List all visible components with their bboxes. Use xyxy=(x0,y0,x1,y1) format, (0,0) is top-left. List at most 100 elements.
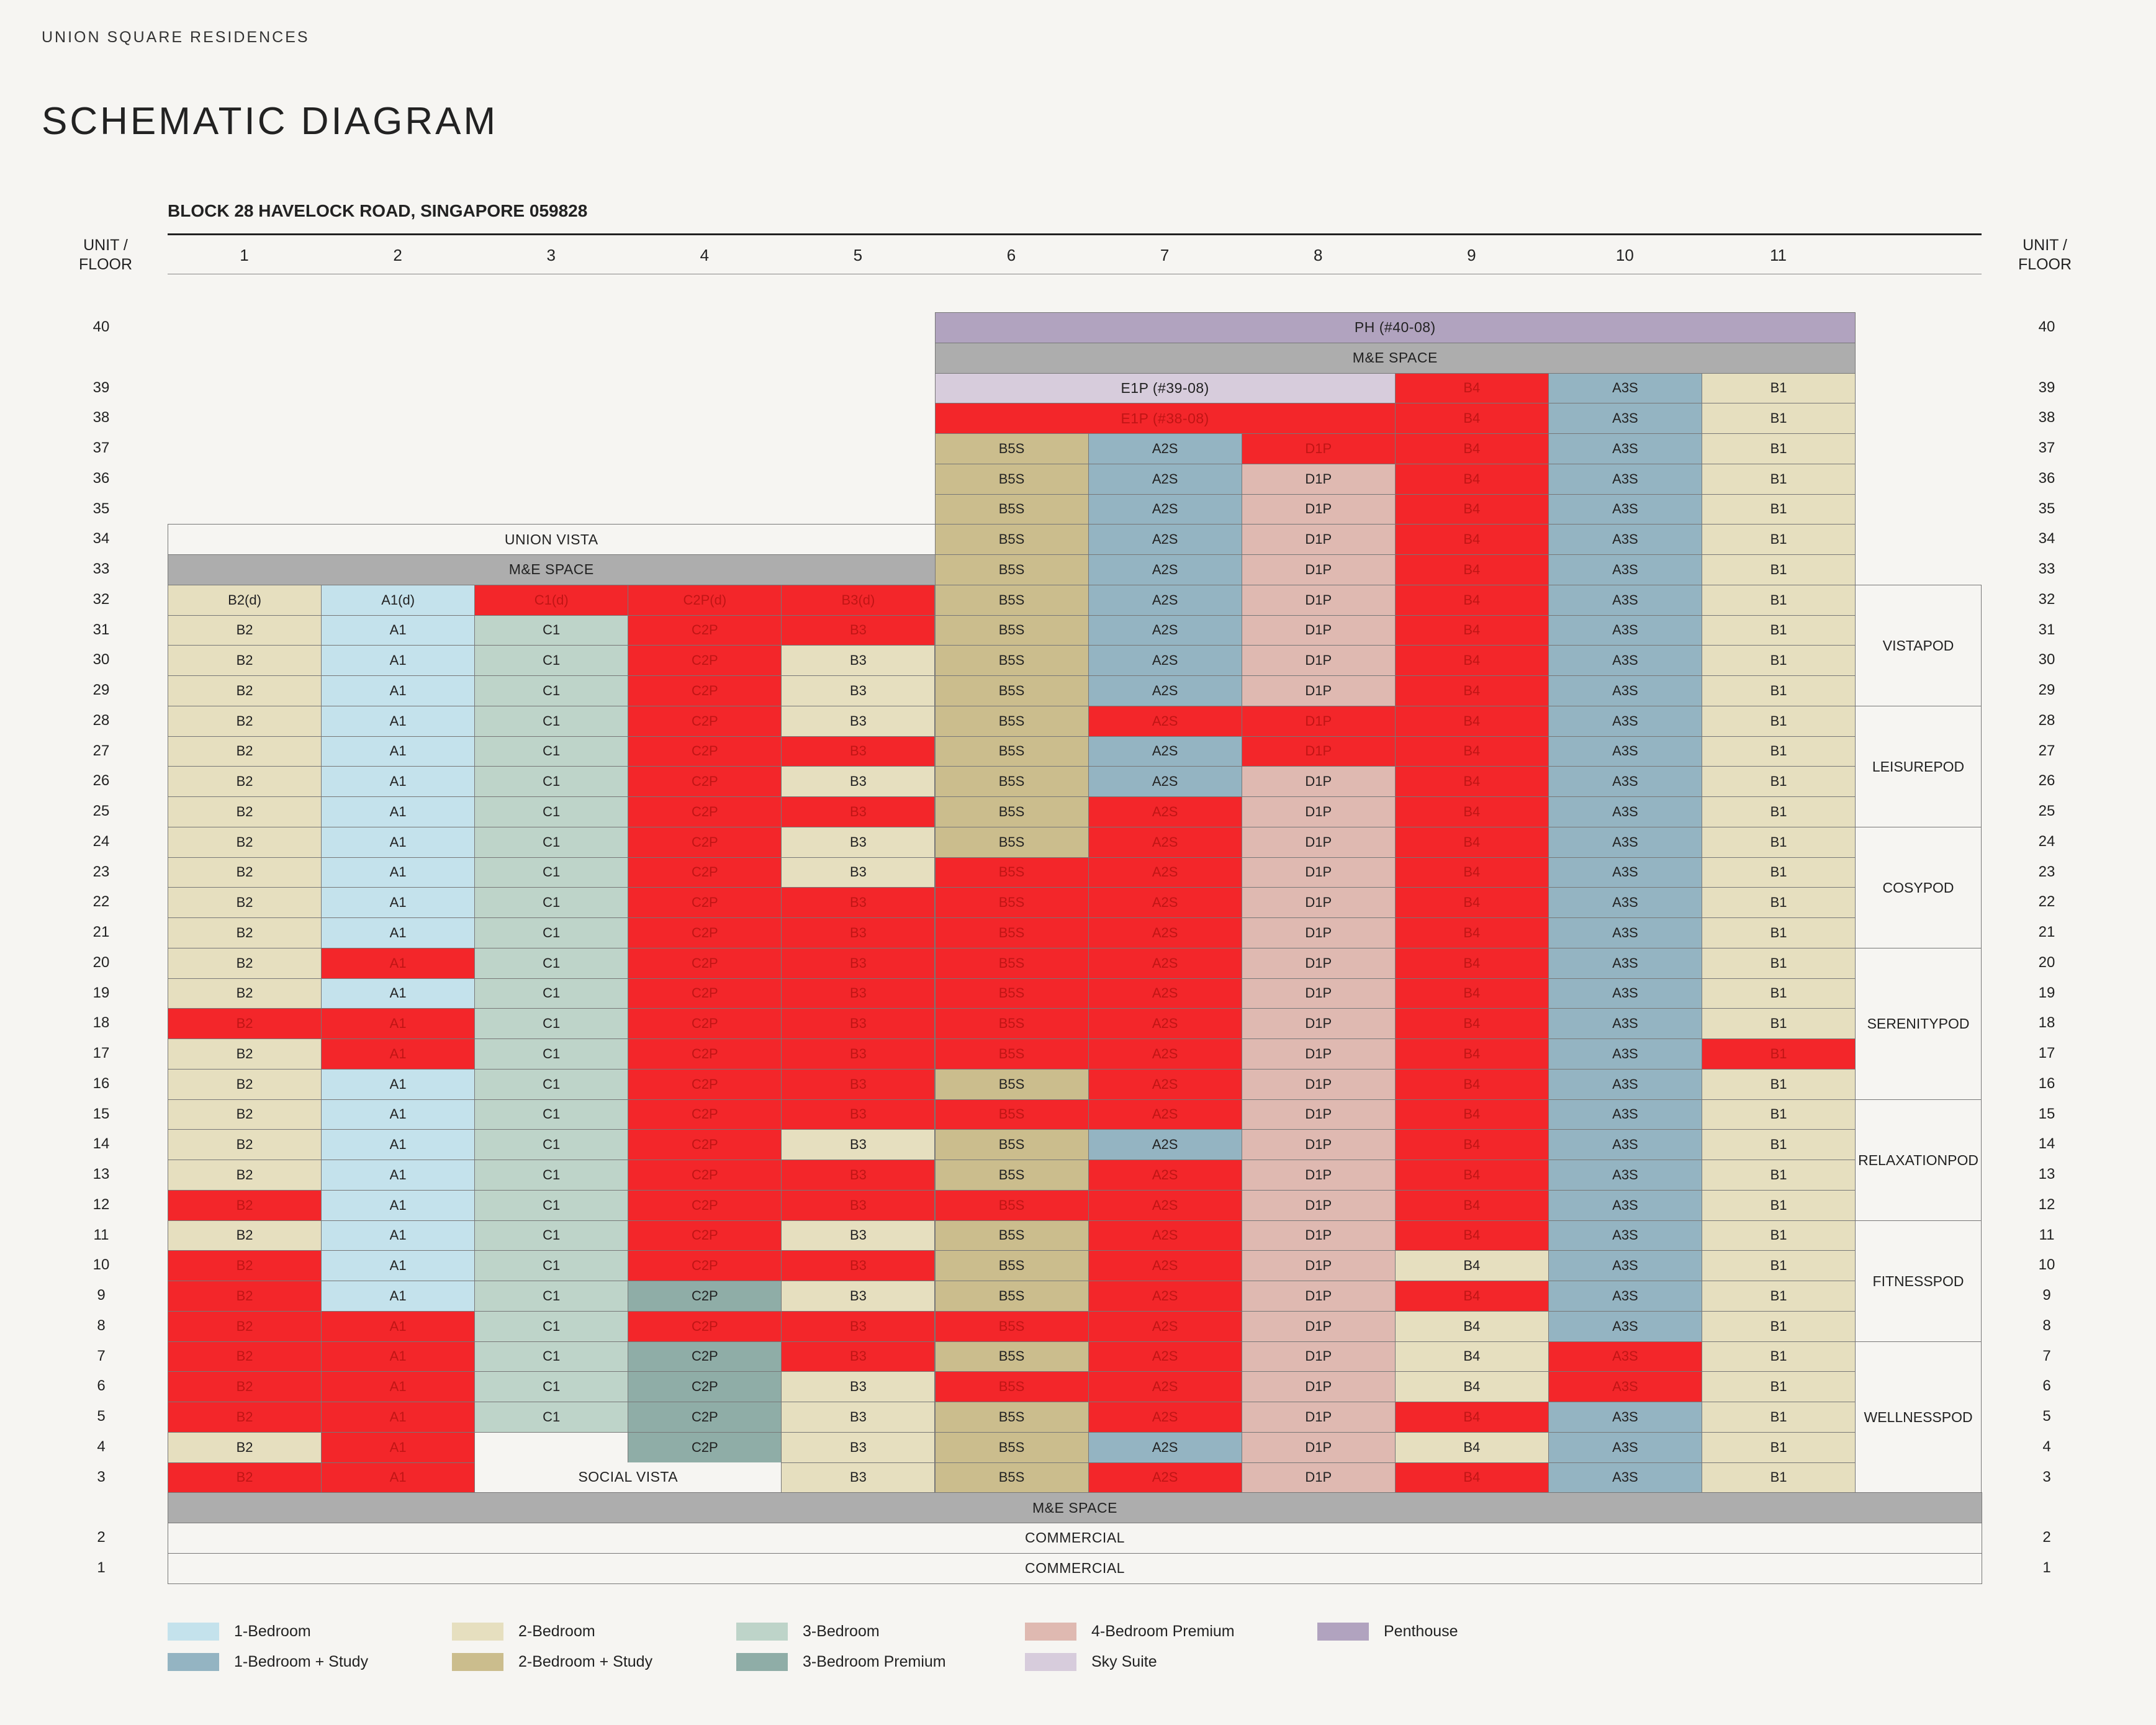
unit-cell: B2 xyxy=(168,1371,322,1402)
legend-item: Penthouse xyxy=(1317,1623,1458,1641)
unit-cell: B4 xyxy=(1394,887,1549,918)
unit-cell: C1 xyxy=(474,1038,629,1070)
floor-number-left: 5 xyxy=(97,1408,106,1425)
unit-cell: B2 xyxy=(168,1189,322,1221)
unit-cell: C1 xyxy=(474,1189,629,1221)
unit-cell: D1P xyxy=(1241,645,1396,676)
unit-cell: B2 xyxy=(168,1220,322,1251)
unit-cell: B4 xyxy=(1394,1099,1549,1130)
unit-cell: B3 xyxy=(781,796,936,827)
floor-number-right: 26 xyxy=(2038,772,2055,790)
unit-cell: A2S xyxy=(1088,1129,1242,1160)
legend-swatch xyxy=(736,1623,788,1641)
unit-cell: A1 xyxy=(321,1431,476,1463)
floor-number-left: 33 xyxy=(92,561,110,577)
unit-cell: A2S xyxy=(1088,766,1242,797)
legend-label: 1-Bedroom xyxy=(234,1623,311,1640)
unit-cell: B5S xyxy=(934,947,1089,979)
unit-cell: A2S xyxy=(1088,463,1242,495)
unit-cell: B3 xyxy=(781,645,936,676)
unit-cell: B3 xyxy=(781,826,936,858)
unit-cell: B3 xyxy=(781,1038,936,1070)
unit-cell: D1P xyxy=(1241,826,1396,858)
unit-cell: B4 xyxy=(1394,1220,1549,1251)
unit-cell: C1 xyxy=(474,1068,629,1100)
unit-cell: B5S xyxy=(934,433,1089,464)
unit-cell: C1 xyxy=(474,917,629,948)
unit-cell: A2S xyxy=(1088,1402,1242,1433)
me-space-band: M&E SPACE xyxy=(934,342,1856,374)
legend-label: Sky Suite xyxy=(1091,1653,1157,1670)
floor-number-right: 27 xyxy=(2038,742,2055,759)
unit-cell: C1 xyxy=(474,947,629,979)
unit-cell: C1 xyxy=(474,1250,629,1281)
unit-cell: B1 xyxy=(1702,1310,1856,1342)
unit-cell: D1P xyxy=(1241,1371,1396,1402)
floor-number-right: 7 xyxy=(2042,1347,2051,1364)
unit-cell: B4 xyxy=(1394,584,1549,616)
unit-cell: A3S xyxy=(1548,433,1702,464)
unit-cell: B4 xyxy=(1394,857,1549,888)
unit-cell: C2P xyxy=(628,1220,782,1251)
unit-cell: D1P xyxy=(1241,947,1396,979)
unit-cell: D1P xyxy=(1241,887,1396,918)
unit-cell: C2P xyxy=(628,917,782,948)
unit-cell: B3 xyxy=(781,1189,936,1221)
pod-relaxation: RELAXATION POD xyxy=(1855,1099,1982,1221)
unit-cell: B4 xyxy=(1394,796,1549,827)
pod-leisure: LEISURE POD xyxy=(1855,705,1982,827)
column-number: 9 xyxy=(1467,246,1476,264)
unit-cell: B2 xyxy=(168,1310,322,1342)
unit-block: E1P (#38-08) xyxy=(934,403,1396,434)
unit-cell: A2S xyxy=(1088,584,1242,616)
unit-cell: B2 xyxy=(168,917,322,948)
unit-cell: B1 xyxy=(1702,1008,1856,1039)
floor-number-left: 1 xyxy=(97,1559,106,1576)
floor-number-left: 14 xyxy=(92,1135,110,1153)
unit-cell: B2(d) xyxy=(168,584,322,616)
unit-cell: C2P xyxy=(628,1129,782,1160)
floor-number-left: 25 xyxy=(92,803,110,819)
floor-number-left: 24 xyxy=(92,832,110,850)
unit-cell: A1 xyxy=(321,1310,476,1342)
unit-cell: C2P xyxy=(628,736,782,767)
unit-cell: A3S xyxy=(1548,1008,1702,1039)
unit-cell: B2 xyxy=(168,645,322,676)
unit-cell: B5S xyxy=(934,1462,1089,1493)
unit-block: E1P (#39-08) xyxy=(934,372,1396,404)
unit-cell: A2S xyxy=(1088,1431,1242,1463)
unit-cell: C1 xyxy=(474,826,629,858)
floor-number-right: 18 xyxy=(2038,1014,2055,1032)
floor-number-right: 34 xyxy=(2038,530,2055,547)
pod-label-line: POD xyxy=(1947,1151,1978,1168)
floor-number-right: 8 xyxy=(2042,1317,2051,1334)
pod-label-line: FITNESS xyxy=(1872,1272,1933,1289)
unit-cell: A3S xyxy=(1548,947,1702,979)
floor-number-left: 37 xyxy=(92,439,110,456)
unit-cell: B1 xyxy=(1702,554,1856,585)
legend-label: 4-Bedroom Premium xyxy=(1091,1623,1235,1640)
unit-cell: C2P xyxy=(628,1341,782,1372)
unit-cell: A1 xyxy=(321,857,476,888)
unit-cell: B2 xyxy=(168,1068,322,1100)
unit-cell: B2 xyxy=(168,675,322,706)
unit-cell: A3S xyxy=(1548,826,1702,858)
unit-cell: D1P xyxy=(1241,524,1396,555)
floor-number-left: 13 xyxy=(92,1166,110,1182)
unit-cell: A3S xyxy=(1548,1310,1702,1342)
unit-cell: A2S xyxy=(1088,1281,1242,1312)
unit-cell: B5S xyxy=(934,1220,1089,1251)
unit-cell: A3S xyxy=(1548,917,1702,948)
unit-cell: B3 xyxy=(781,1371,936,1402)
unit-cell: B2 xyxy=(168,1008,322,1039)
page-title: SCHEMATIC DIAGRAM xyxy=(42,100,498,143)
floor-number-left: 12 xyxy=(92,1196,110,1213)
unit-cell: B2 xyxy=(168,705,322,737)
unit-cell: B5S xyxy=(934,1129,1089,1160)
pod-wellness: WELLNESS POD xyxy=(1855,1341,1982,1493)
unit-cell: A2S xyxy=(1088,917,1242,948)
unit-cell: B1 xyxy=(1702,675,1856,706)
unit-cell: B1 xyxy=(1702,1402,1856,1433)
floor-number-right: 28 xyxy=(2038,711,2055,729)
brand-name: UNION SQUARE RESIDENCES xyxy=(42,29,310,46)
